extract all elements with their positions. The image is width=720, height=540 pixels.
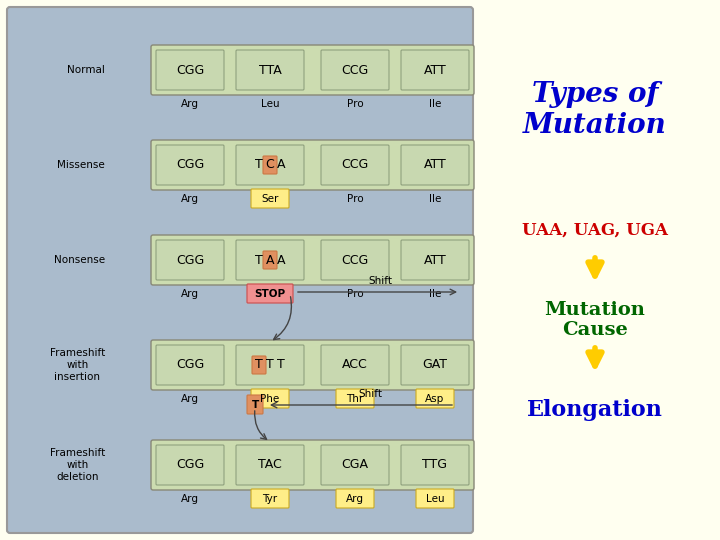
FancyBboxPatch shape bbox=[251, 489, 289, 508]
Text: Leu: Leu bbox=[261, 99, 279, 109]
Text: CCG: CCG bbox=[341, 159, 369, 172]
Text: Phe: Phe bbox=[261, 394, 279, 404]
FancyBboxPatch shape bbox=[401, 145, 469, 185]
Text: CGG: CGG bbox=[176, 458, 204, 471]
FancyBboxPatch shape bbox=[156, 50, 224, 90]
FancyBboxPatch shape bbox=[263, 251, 277, 269]
Text: T: T bbox=[255, 159, 263, 172]
Text: CGG: CGG bbox=[176, 359, 204, 372]
FancyBboxPatch shape bbox=[156, 445, 224, 485]
FancyBboxPatch shape bbox=[416, 489, 454, 508]
FancyBboxPatch shape bbox=[247, 284, 293, 303]
Text: CGG: CGG bbox=[176, 64, 204, 77]
Text: Missense: Missense bbox=[58, 160, 105, 170]
Text: Ser: Ser bbox=[261, 194, 279, 204]
Text: Arg: Arg bbox=[181, 99, 199, 109]
Text: ATT: ATT bbox=[423, 253, 446, 267]
Text: UAA, UAG, UGA: UAA, UAG, UGA bbox=[522, 221, 668, 239]
Text: Tyr: Tyr bbox=[262, 494, 278, 504]
Text: Ile: Ile bbox=[429, 194, 441, 204]
Text: Leu: Leu bbox=[426, 494, 444, 504]
FancyBboxPatch shape bbox=[336, 489, 374, 508]
Text: TAC: TAC bbox=[258, 458, 282, 471]
FancyBboxPatch shape bbox=[236, 240, 304, 280]
FancyBboxPatch shape bbox=[263, 156, 277, 174]
Text: Arg: Arg bbox=[346, 494, 364, 504]
Text: T: T bbox=[266, 359, 274, 372]
Text: TTA: TTA bbox=[258, 64, 282, 77]
Text: A: A bbox=[276, 253, 285, 267]
FancyBboxPatch shape bbox=[151, 235, 474, 285]
Text: Arg: Arg bbox=[181, 194, 199, 204]
Text: Elongation: Elongation bbox=[527, 399, 663, 421]
FancyBboxPatch shape bbox=[247, 395, 263, 414]
FancyBboxPatch shape bbox=[7, 7, 473, 533]
Text: C: C bbox=[266, 159, 274, 172]
Text: Arg: Arg bbox=[181, 494, 199, 504]
Text: T: T bbox=[255, 253, 263, 267]
FancyBboxPatch shape bbox=[252, 356, 266, 374]
FancyBboxPatch shape bbox=[401, 445, 469, 485]
Text: ACC: ACC bbox=[342, 359, 368, 372]
Text: Arg: Arg bbox=[181, 394, 199, 404]
Text: ATT: ATT bbox=[423, 159, 446, 172]
FancyBboxPatch shape bbox=[151, 340, 474, 390]
Text: T: T bbox=[277, 359, 285, 372]
Text: Pro: Pro bbox=[347, 194, 364, 204]
Text: Asp: Asp bbox=[426, 394, 445, 404]
Text: Shift: Shift bbox=[358, 389, 382, 399]
FancyBboxPatch shape bbox=[321, 50, 389, 90]
FancyBboxPatch shape bbox=[236, 50, 304, 90]
Text: GAT: GAT bbox=[423, 359, 448, 372]
Text: Mutation
Cause: Mutation Cause bbox=[544, 301, 645, 340]
FancyBboxPatch shape bbox=[151, 45, 474, 95]
FancyBboxPatch shape bbox=[401, 50, 469, 90]
Text: CGG: CGG bbox=[176, 159, 204, 172]
FancyBboxPatch shape bbox=[156, 240, 224, 280]
Text: ATT: ATT bbox=[423, 64, 446, 77]
FancyBboxPatch shape bbox=[321, 240, 389, 280]
FancyBboxPatch shape bbox=[336, 389, 374, 408]
Text: Pro: Pro bbox=[347, 99, 364, 109]
Text: Frameshift
with
deletion: Frameshift with deletion bbox=[50, 448, 105, 482]
FancyBboxPatch shape bbox=[321, 145, 389, 185]
Text: CGG: CGG bbox=[176, 253, 204, 267]
FancyBboxPatch shape bbox=[401, 240, 469, 280]
FancyBboxPatch shape bbox=[236, 445, 304, 485]
FancyBboxPatch shape bbox=[156, 145, 224, 185]
Text: T: T bbox=[251, 400, 258, 410]
FancyBboxPatch shape bbox=[151, 140, 474, 190]
Text: Types of
Mutation: Types of Mutation bbox=[523, 81, 667, 139]
FancyBboxPatch shape bbox=[236, 345, 304, 385]
Text: Nonsense: Nonsense bbox=[54, 255, 105, 265]
Text: A: A bbox=[276, 159, 285, 172]
FancyBboxPatch shape bbox=[321, 445, 389, 485]
Text: CCG: CCG bbox=[341, 64, 369, 77]
Text: STOP: STOP bbox=[254, 289, 286, 299]
Text: CCG: CCG bbox=[341, 253, 369, 267]
Text: Ile: Ile bbox=[429, 289, 441, 299]
Text: Arg: Arg bbox=[181, 289, 199, 299]
Text: Shift: Shift bbox=[368, 276, 392, 286]
FancyBboxPatch shape bbox=[416, 389, 454, 408]
FancyBboxPatch shape bbox=[251, 189, 289, 208]
FancyBboxPatch shape bbox=[236, 145, 304, 185]
Text: Pro: Pro bbox=[347, 289, 364, 299]
FancyBboxPatch shape bbox=[156, 345, 224, 385]
FancyBboxPatch shape bbox=[151, 440, 474, 490]
FancyBboxPatch shape bbox=[321, 345, 389, 385]
Text: Normal: Normal bbox=[67, 65, 105, 75]
FancyBboxPatch shape bbox=[251, 389, 289, 408]
FancyBboxPatch shape bbox=[401, 345, 469, 385]
Text: TTG: TTG bbox=[423, 458, 448, 471]
Text: Thr: Thr bbox=[346, 394, 364, 404]
Text: Frameshift
with
insertion: Frameshift with insertion bbox=[50, 348, 105, 382]
Text: CGA: CGA bbox=[341, 458, 369, 471]
Text: A: A bbox=[266, 253, 274, 267]
Text: T: T bbox=[255, 359, 263, 372]
Text: Ile: Ile bbox=[429, 99, 441, 109]
